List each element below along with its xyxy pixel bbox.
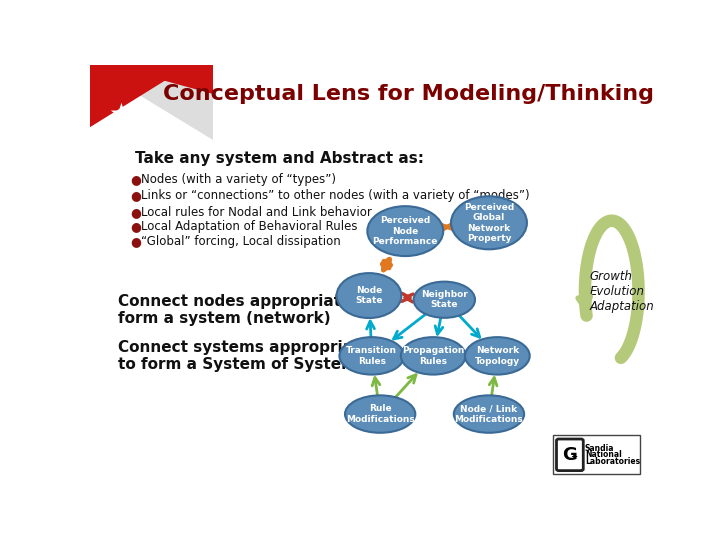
Text: Links or “connections” to other nodes (with a variety of “modes”): Links or “connections” to other nodes (w…: [141, 190, 530, 202]
Ellipse shape: [413, 282, 475, 318]
Text: Take any system and Abstract as:: Take any system and Abstract as:: [135, 151, 423, 166]
Ellipse shape: [454, 395, 524, 433]
Text: ●: ●: [130, 173, 141, 186]
FancyBboxPatch shape: [553, 435, 639, 474]
Text: Connect systems appropriately
to form a System of Systems: Connect systems appropriately to form a …: [118, 340, 386, 372]
Ellipse shape: [465, 337, 530, 375]
Text: Perceived
Node
Performance: Perceived Node Performance: [372, 216, 438, 246]
Text: ●: ●: [130, 235, 141, 248]
Text: Node
State: Node State: [355, 286, 383, 305]
Text: Transition
Rules: Transition Rules: [346, 346, 397, 366]
Ellipse shape: [345, 395, 415, 433]
FancyBboxPatch shape: [557, 439, 583, 471]
Text: Laboratories: Laboratories: [585, 457, 640, 466]
Text: Growth
Evolution
Adaptation: Growth Evolution Adaptation: [590, 270, 654, 313]
Text: ★: ★: [108, 100, 133, 129]
Text: Rule
Modifications: Rule Modifications: [346, 404, 415, 424]
Text: Nodes (with a variety of “types”): Nodes (with a variety of “types”): [141, 173, 336, 186]
Text: Sandia: Sandia: [585, 444, 614, 453]
Ellipse shape: [367, 206, 444, 256]
Text: Node / Link
Modifications: Node / Link Modifications: [454, 404, 523, 424]
Text: Neighbor
State: Neighbor State: [421, 290, 468, 309]
Polygon shape: [90, 65, 190, 127]
Text: Propagation
Rules: Propagation Rules: [402, 346, 464, 366]
Ellipse shape: [339, 337, 404, 375]
Text: ●: ●: [130, 220, 141, 233]
Text: Perceived
Global
Network
Property: Perceived Global Network Property: [464, 202, 514, 243]
Text: Local rules for Nodal and Link behavior: Local rules for Nodal and Link behavior: [141, 206, 372, 219]
Text: ●: ●: [130, 206, 141, 219]
Text: ●: ●: [130, 190, 141, 202]
Text: Conceptual Lens for Modeling/Thinking: Conceptual Lens for Modeling/Thinking: [163, 84, 654, 104]
Ellipse shape: [337, 273, 401, 318]
Polygon shape: [107, 65, 213, 94]
Ellipse shape: [451, 197, 527, 249]
Polygon shape: [90, 65, 213, 140]
Text: Connect nodes appropriately to
form a system (network): Connect nodes appropriately to form a sy…: [118, 294, 390, 326]
Text: “Global” forcing, Local dissipation: “Global” forcing, Local dissipation: [141, 235, 341, 248]
Text: Ǥ: Ǥ: [562, 446, 577, 464]
Ellipse shape: [401, 337, 466, 375]
Text: Network
Topology: Network Topology: [474, 346, 520, 366]
Text: National: National: [585, 450, 621, 460]
Text: Local Adaptation of Behavioral Rules: Local Adaptation of Behavioral Rules: [141, 220, 358, 233]
